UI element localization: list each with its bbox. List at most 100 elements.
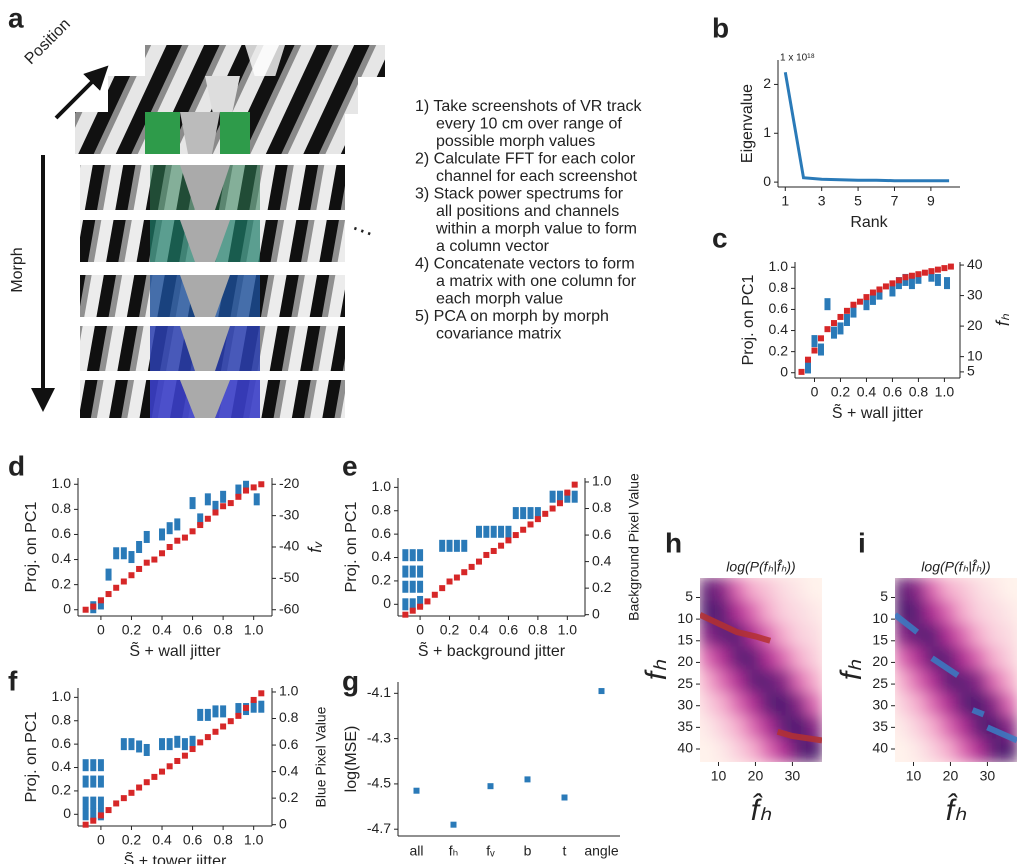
- blue-point: [908, 277, 915, 290]
- corridor: [180, 326, 230, 371]
- y-tick-label: 15: [872, 631, 888, 647]
- x-tick-label: 10: [906, 768, 922, 784]
- red-point: [850, 301, 857, 308]
- step-text: 5) PCA on morph by morph: [415, 308, 609, 325]
- y-tick-label: 35: [677, 718, 693, 734]
- point: [487, 783, 494, 790]
- red-point: [159, 550, 166, 557]
- y2-tick-label: 0: [279, 815, 287, 831]
- x-axis-label: Rank: [850, 214, 888, 231]
- blue-point: [915, 271, 922, 284]
- heatmap-cell: [895, 578, 911, 602]
- y-axis-label: Eigenvalue: [739, 84, 756, 163]
- x-tick-label: 0.8: [213, 622, 233, 638]
- red-point: [174, 537, 181, 544]
- blue-point: [863, 298, 870, 311]
- blue-point: [446, 539, 453, 552]
- blue-point: [817, 343, 824, 356]
- heatmap-cell: [760, 692, 777, 717]
- heatmap-cell: [925, 715, 942, 740]
- y-tick-label: 0.6: [769, 300, 789, 316]
- y-tick-label: 1.0: [52, 688, 72, 704]
- blue-point: [181, 738, 188, 751]
- red-point: [197, 522, 204, 529]
- heatmap-cell: [925, 738, 942, 762]
- x-axis-label: S̃ + wall jitter: [832, 403, 924, 423]
- heatmap-cell: [714, 646, 731, 671]
- position-arrow: [54, 65, 109, 120]
- x-tick-label: 1: [781, 193, 789, 209]
- red-point: [189, 528, 196, 535]
- step-text: 3) Stack power spectrums for: [415, 186, 624, 203]
- blue-point: [90, 775, 97, 788]
- heatmap-cell: [909, 600, 926, 625]
- x-tick-label: 0.8: [528, 622, 548, 638]
- red-point: [258, 690, 265, 697]
- red-point: [830, 320, 837, 327]
- red-point: [189, 746, 196, 753]
- heatmap-cell: [895, 738, 911, 762]
- x-tick-label: 0.4: [152, 832, 172, 848]
- step-text: 4) Concatenate vectors to form: [415, 256, 635, 273]
- blue-point: [409, 549, 416, 562]
- blue-point: [90, 808, 97, 821]
- blue-point: [253, 493, 260, 506]
- y2-tick-label: 30: [967, 286, 983, 302]
- step-text: every 10 cm over range of: [436, 116, 622, 133]
- x-tick-label: 0: [416, 622, 424, 638]
- x-axis-label: f̂ₕ: [946, 794, 967, 827]
- x-tick-label: 0.6: [499, 622, 519, 638]
- red-point: [97, 812, 104, 819]
- point: [561, 794, 568, 801]
- heatmap-cell: [760, 646, 777, 671]
- blue-point: [527, 507, 534, 520]
- blue-point: [220, 705, 227, 718]
- point: [450, 821, 457, 828]
- red-point: [549, 505, 556, 512]
- heatmap-cell: [955, 669, 972, 694]
- blue-point: [204, 708, 211, 721]
- blue-point: [512, 507, 519, 520]
- panel-label: h: [665, 527, 682, 558]
- red-point: [181, 534, 188, 541]
- heatmap-cell: [970, 623, 987, 648]
- red-point: [120, 578, 127, 585]
- red-point: [181, 752, 188, 759]
- position-label: Position: [22, 16, 74, 68]
- x-axis-label: f̂ₕ: [751, 794, 772, 827]
- heatmap: [700, 578, 822, 762]
- y-tick-label: -4.3: [367, 729, 391, 745]
- blue-point: [128, 551, 135, 564]
- blue-point: [461, 539, 468, 552]
- x-tick-label: 10: [711, 768, 727, 784]
- red-point: [227, 718, 234, 725]
- heatmap-cell: [909, 738, 926, 762]
- red-point: [542, 510, 549, 517]
- x-axis-label: S̃ + wall jitter: [129, 641, 221, 661]
- heatmap-cell: [760, 600, 777, 625]
- blue-point: [82, 759, 89, 772]
- y-tick-label: 0.2: [769, 342, 789, 358]
- heatmap-cell: [775, 623, 792, 648]
- y-tick-label: 40: [677, 740, 693, 756]
- y2-tick-label: 0.8: [592, 499, 612, 515]
- y-tick-label: 0.4: [372, 548, 392, 564]
- y-tick-label: 5: [685, 588, 693, 604]
- heatmap-cells: [895, 578, 1017, 762]
- heatmap-cell: [970, 578, 987, 602]
- blue-point: [402, 598, 409, 611]
- y-tick-label: 0.2: [52, 782, 72, 798]
- y-tick-label: 0.2: [372, 572, 392, 588]
- red-point: [113, 800, 120, 807]
- y-tick-label: 0.6: [372, 525, 392, 541]
- y-tick-label: 0: [63, 805, 71, 821]
- red-point: [143, 779, 150, 786]
- y-tick-label: 0.8: [52, 500, 72, 516]
- heatmap-cell: [986, 738, 1003, 762]
- panel-label: g: [342, 665, 359, 696]
- blue-point: [197, 708, 204, 721]
- heatmap-cell: [700, 738, 716, 762]
- y-tick-label: 5: [880, 588, 888, 604]
- red-point: [143, 559, 150, 566]
- heatmap-cell: [730, 646, 747, 671]
